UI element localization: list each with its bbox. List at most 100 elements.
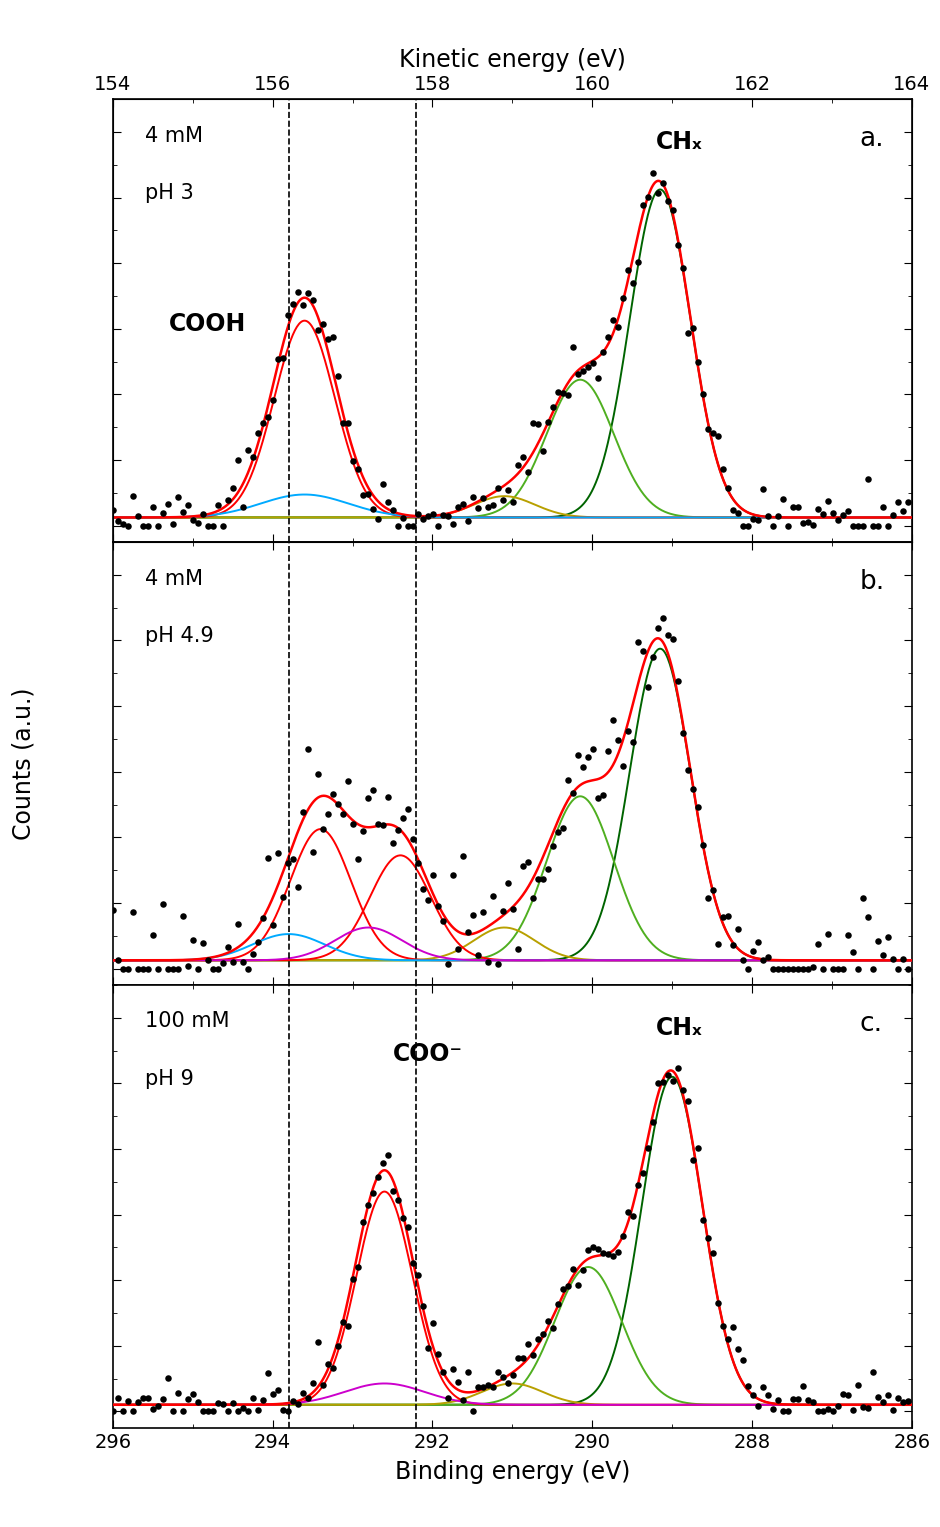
Point [595,341,610,365]
Point [631,1173,646,1197]
Point [735,513,750,538]
Point [735,947,750,971]
Point [495,1365,510,1390]
Point [425,863,440,887]
Point [685,1147,700,1171]
Point [770,1388,785,1412]
Point [666,1069,681,1093]
Point [620,719,635,744]
Point [310,1330,325,1354]
Point [265,388,280,412]
Point [700,417,715,441]
Point [470,944,485,968]
Point [165,512,180,536]
Point [666,197,681,221]
Point [116,956,131,980]
Point [226,1391,241,1416]
Point [730,1336,745,1361]
Point [690,350,705,374]
Point [325,1356,340,1380]
Point [306,840,321,864]
Point [465,1399,480,1423]
Point [825,501,840,525]
Point [860,466,875,490]
Point [256,1388,271,1412]
Point [840,922,855,947]
Point [295,1380,310,1405]
Point [681,321,696,345]
X-axis label: Kinetic energy (eV): Kinetic energy (eV) [399,47,626,72]
Point [890,956,905,980]
Point [165,1399,180,1423]
Point [390,513,405,538]
Point [435,502,450,527]
Point [901,1388,916,1412]
Point [595,783,610,808]
Point [760,504,776,528]
Point [530,867,545,892]
Point [290,1393,306,1417]
Point [185,507,200,531]
Point [140,513,155,538]
Point [575,1258,590,1283]
Point [396,806,411,831]
Point [131,504,146,528]
Point [405,1251,420,1275]
Point [235,495,250,519]
Point [866,1359,881,1383]
Point [670,232,685,257]
Point [375,1150,390,1174]
Text: pH 3: pH 3 [145,183,194,203]
Point [345,1267,360,1292]
Point [491,1359,506,1383]
Point [110,1385,125,1409]
Point [515,854,530,878]
Point [235,1396,250,1420]
Point [895,947,910,971]
Point [760,945,776,970]
Point [360,786,375,811]
Point [810,1399,825,1423]
Point [520,851,535,875]
Point [476,486,491,510]
Point [720,1327,735,1351]
Text: 4 mM: 4 mM [145,125,203,145]
Point [161,1367,176,1391]
Point [610,315,625,339]
Point [855,513,870,538]
Point [480,950,495,974]
Point [455,843,470,867]
Point [470,1374,485,1399]
Point [610,1240,625,1264]
Point [415,876,431,901]
Point [495,899,510,924]
Point [530,411,545,435]
Point [340,768,355,793]
Point [836,956,851,980]
Point [420,1336,435,1361]
Point [645,644,660,669]
Point [265,913,280,938]
Point [275,345,290,370]
Point [605,709,620,733]
Point [425,502,440,527]
Point [120,513,135,538]
Point [760,1382,776,1406]
Point [321,802,336,826]
Point [776,1399,791,1423]
Point [845,1397,860,1422]
Point [515,446,530,470]
Point [625,730,640,754]
Point [366,1180,381,1205]
Point [450,495,465,519]
Point [330,363,345,388]
Point [601,325,616,350]
Point [660,623,675,647]
Point [196,501,211,525]
Point [690,1136,705,1161]
Point [556,380,571,405]
Point [215,951,230,976]
Point [431,1341,446,1365]
Point [525,1342,540,1367]
Point [415,1293,431,1318]
